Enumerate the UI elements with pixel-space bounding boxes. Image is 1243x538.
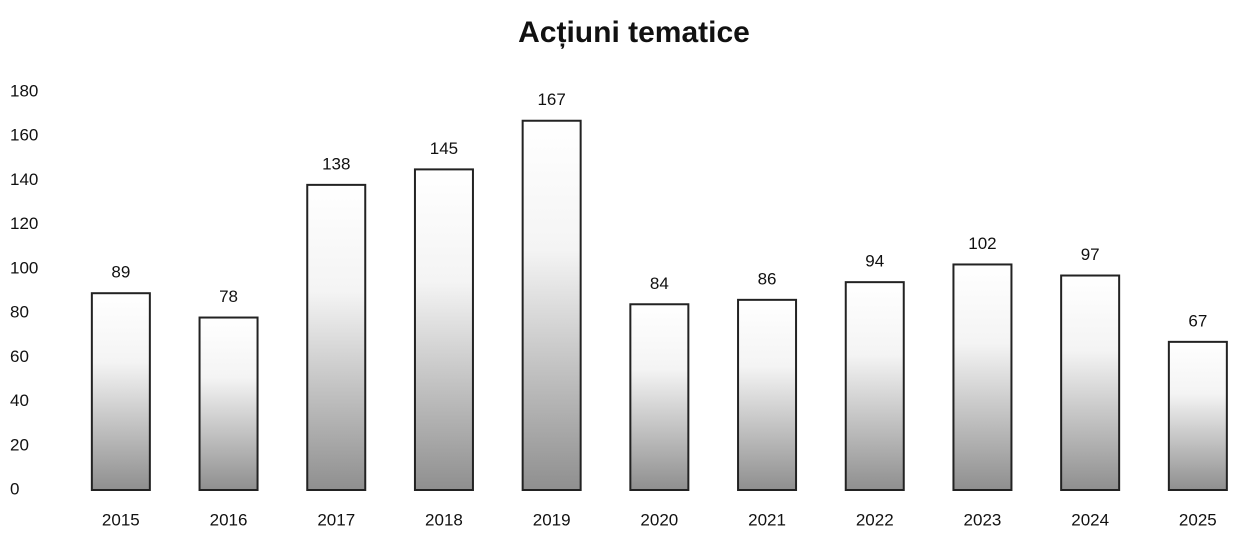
data-label: 94 [865,252,884,271]
data-label: 167 [537,90,565,109]
bar [198,316,259,491]
data-label: 84 [650,274,669,293]
data-label: 78 [219,287,238,306]
y-tick-label: 160 [10,126,38,145]
bar [90,292,151,492]
bar [629,303,690,491]
y-tick-label: 180 [10,81,38,100]
y-tick-label: 140 [10,170,38,189]
y-tick-label: 80 [10,303,29,322]
y-tick-label: 0 [10,479,19,498]
x-tick-label: 2016 [210,510,248,529]
bar [306,183,367,491]
y-tick-label: 100 [10,258,38,277]
bar [737,298,798,491]
chart-title: Acțiuni tematice [518,16,750,49]
x-tick-label: 2018 [425,510,463,529]
data-label: 145 [430,139,458,158]
bar [844,281,905,491]
bar [1167,340,1228,491]
y-tick-label: 20 [10,435,29,454]
data-label: 67 [1188,311,1207,330]
x-tick-label: 2024 [1071,510,1109,529]
x-tick-label: 2019 [533,510,571,529]
data-label: 138 [322,154,350,173]
bar [952,263,1013,492]
y-tick-label: 120 [10,214,38,233]
x-tick-label: 2020 [640,510,678,529]
data-label: 102 [968,234,996,253]
x-tick-label: 2017 [317,510,355,529]
data-label: 89 [111,263,130,282]
data-label: 97 [1081,245,1100,264]
x-tick-label: 2015 [102,510,140,529]
x-tick-label: 2021 [748,510,786,529]
bar [1060,274,1121,491]
y-tick-label: 60 [10,347,29,366]
bar [521,119,582,491]
bar [413,168,474,491]
x-tick-label: 2023 [964,510,1002,529]
x-tick-label: 2022 [856,510,894,529]
data-label: 86 [758,269,777,288]
y-tick-label: 40 [10,391,29,410]
x-tick-label: 2025 [1179,510,1217,529]
